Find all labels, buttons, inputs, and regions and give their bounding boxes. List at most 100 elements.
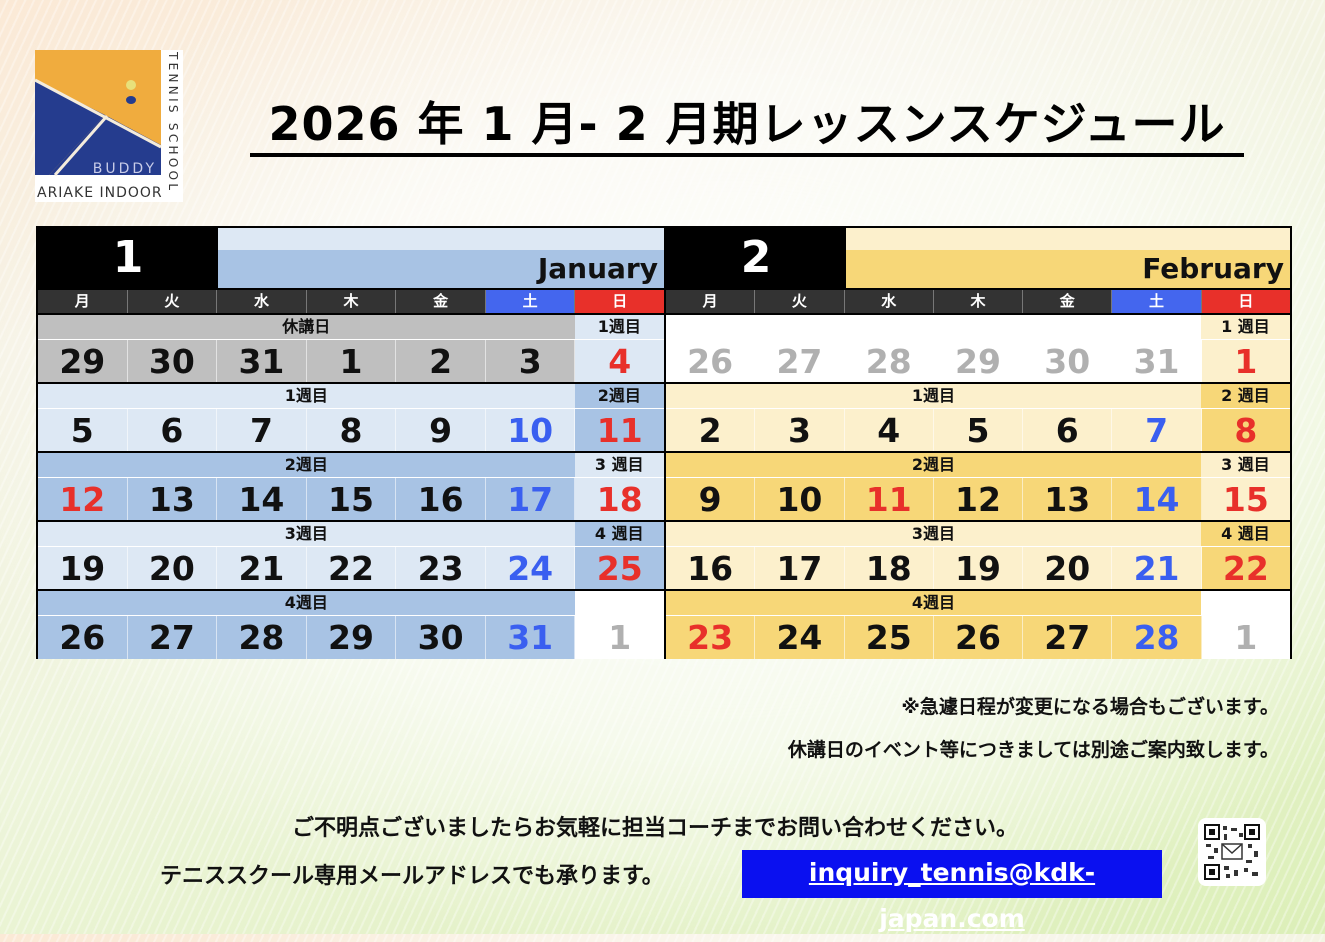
- week-row: 1週目 2 週目 2 3 4 5 6 7 8: [666, 382, 1290, 452]
- week-days-row: 29 30 31 1 2 3 4: [38, 339, 665, 383]
- weekday-5: 土: [1112, 290, 1202, 313]
- sunday-week-label: 3 週目: [574, 453, 664, 477]
- week-label: 1週目: [666, 384, 1201, 408]
- day-cell: 8: [306, 409, 397, 452]
- week-label: 1週目: [38, 384, 575, 408]
- day-cell: 30: [127, 340, 218, 383]
- week-label-row: 2週目 3 週目: [666, 453, 1290, 477]
- week-label: 4週目: [38, 591, 575, 615]
- week-row: 3週目 4 週目 19 20 21 22 23 24 25: [38, 520, 665, 590]
- week-label-row: 2週目 3 週目: [38, 453, 664, 477]
- week-row: 休講日 1週目 29 30 31 1 2 3 4: [38, 313, 665, 383]
- page-title: 2026 年 1 月- 2 月期レッスンスケジュール: [268, 97, 1226, 151]
- day-cell: 26: [666, 340, 756, 383]
- weekday-2: 水: [217, 290, 307, 313]
- month-name-band: February: [846, 228, 1290, 288]
- week-label: 3週目: [38, 522, 575, 546]
- month-number: 1: [38, 228, 218, 288]
- sunday-week-label: 2 週目: [1200, 384, 1290, 408]
- day-cell: 19: [38, 547, 128, 590]
- day-cell: 29: [38, 340, 128, 383]
- day-cell: 1: [575, 616, 665, 659]
- day-cell: 16: [666, 547, 756, 590]
- qr-code-mail-icon[interactable]: [1198, 818, 1266, 886]
- day-cell: 1: [306, 340, 397, 383]
- svg-text:ARIAKE INDOOR: ARIAKE INDOOR: [37, 185, 163, 201]
- week-label-row: 1 週目: [666, 315, 1290, 339]
- week-row: 4週目 26 27 28 29 30 31 1: [38, 589, 665, 659]
- schedule-calendar: 1 January 月火水木金土日休講日 1週目 29 30 31 1 2 3 4 1週目 2週目 5 6 7…: [36, 226, 1292, 659]
- day-cell: 27: [127, 616, 218, 659]
- day-cell: 30: [1023, 340, 1113, 383]
- weekday-3: 木: [934, 290, 1024, 313]
- week-days-row: 12 13 14 15 16 17 18: [38, 477, 665, 521]
- day-cell: 29: [933, 340, 1024, 383]
- day-cell: 14: [217, 478, 307, 521]
- day-cell: 5: [933, 409, 1024, 452]
- sunday-week-label: 4 週目: [1200, 522, 1290, 546]
- day-cell: 14: [1112, 478, 1202, 521]
- week-days-row: 16 17 18 19 20 21 22: [666, 546, 1290, 590]
- day-cell: 29: [306, 616, 397, 659]
- weekday-2: 水: [845, 290, 934, 313]
- week-row: 3週目 4 週目 16 17 18 19 20 21 22: [666, 520, 1290, 590]
- email-link[interactable]: inquiry_tennis@kdk-japan.com: [742, 850, 1162, 933]
- week-label-row: 3週目 4 週目: [38, 522, 664, 546]
- week-label-row: 1週目 2 週目: [666, 384, 1290, 408]
- week-label: 2週目: [38, 453, 575, 477]
- sunday-week-label: [574, 591, 664, 615]
- svg-text:BUDDY: BUDDY: [93, 161, 157, 177]
- sunday-week-label: 1週目: [574, 315, 664, 339]
- week-row: 2週目 3 週目 12 13 14 15 16 17 18: [38, 451, 665, 521]
- month-header: 2 February: [666, 228, 1290, 288]
- day-cell: 6: [127, 409, 218, 452]
- week-label: 2週目: [666, 453, 1201, 477]
- month-header: 1 January: [38, 228, 664, 288]
- footer-inquiry-text: ご不明点ございましたらお気軽に担当コーチまでお問い合わせください。: [291, 816, 1018, 841]
- sunday-week-label: 2週目: [574, 384, 664, 408]
- week-days-row: 5 6 7 8 9 10 11: [38, 408, 665, 452]
- day-cell: 8: [1201, 409, 1290, 452]
- day-cell: 7: [217, 409, 307, 452]
- day-cell: 9: [396, 409, 486, 452]
- day-cell: 31: [217, 340, 307, 383]
- day-cell: 26: [38, 616, 128, 659]
- sunday-week-label: 4 週目: [574, 522, 664, 546]
- weekday-0: 月: [38, 290, 128, 313]
- day-cell: 6: [1023, 409, 1113, 452]
- day-cell: 22: [306, 547, 397, 590]
- week-days-row: 26 27 28 29 30 31 1: [38, 615, 665, 659]
- day-cell: 11: [844, 478, 934, 521]
- day-cell: 30: [396, 616, 486, 659]
- day-cell: 11: [575, 409, 665, 452]
- month-february: 2 February 月火水木金土日 1 週目 26 27 28 29 30 31 1 1週目 2 週目…: [664, 228, 1290, 659]
- day-cell: 27: [1023, 616, 1113, 659]
- weekday-1: 火: [755, 290, 845, 313]
- weekday-header: 月火水木金土日: [666, 288, 1290, 313]
- month-name-band: January: [218, 228, 664, 288]
- day-cell: 2: [666, 409, 756, 452]
- day-cell: 25: [844, 616, 934, 659]
- day-cell: 27: [755, 340, 845, 383]
- weekday-1: 火: [128, 290, 218, 313]
- weekday-6: 日: [1201, 290, 1290, 313]
- day-cell: 4: [575, 340, 665, 383]
- weekday-0: 月: [666, 290, 756, 313]
- week-label-row: 4週目: [38, 591, 664, 615]
- month-name: February: [846, 250, 1290, 288]
- day-cell: 24: [755, 616, 845, 659]
- weekday-4: 金: [1023, 290, 1113, 313]
- weekday-4: 金: [396, 290, 486, 313]
- day-cell: 9: [666, 478, 756, 521]
- day-cell: 16: [396, 478, 486, 521]
- week-days-row: 23 24 25 26 27 28 1: [666, 615, 1290, 659]
- day-cell: 18: [575, 478, 665, 521]
- week-row: 4週目 23 24 25 26 27 28 1: [666, 589, 1290, 659]
- week-row: 1週目 2週目 5 6 7 8 9 10 11: [38, 382, 665, 452]
- footer-email-text: テニススクール専用メールアドレスでも承ります。: [160, 864, 664, 889]
- day-cell: 28: [1112, 616, 1202, 659]
- month-number: 2: [666, 228, 846, 288]
- week-label-row: 1週目 2週目: [38, 384, 664, 408]
- day-cell: 2: [396, 340, 486, 383]
